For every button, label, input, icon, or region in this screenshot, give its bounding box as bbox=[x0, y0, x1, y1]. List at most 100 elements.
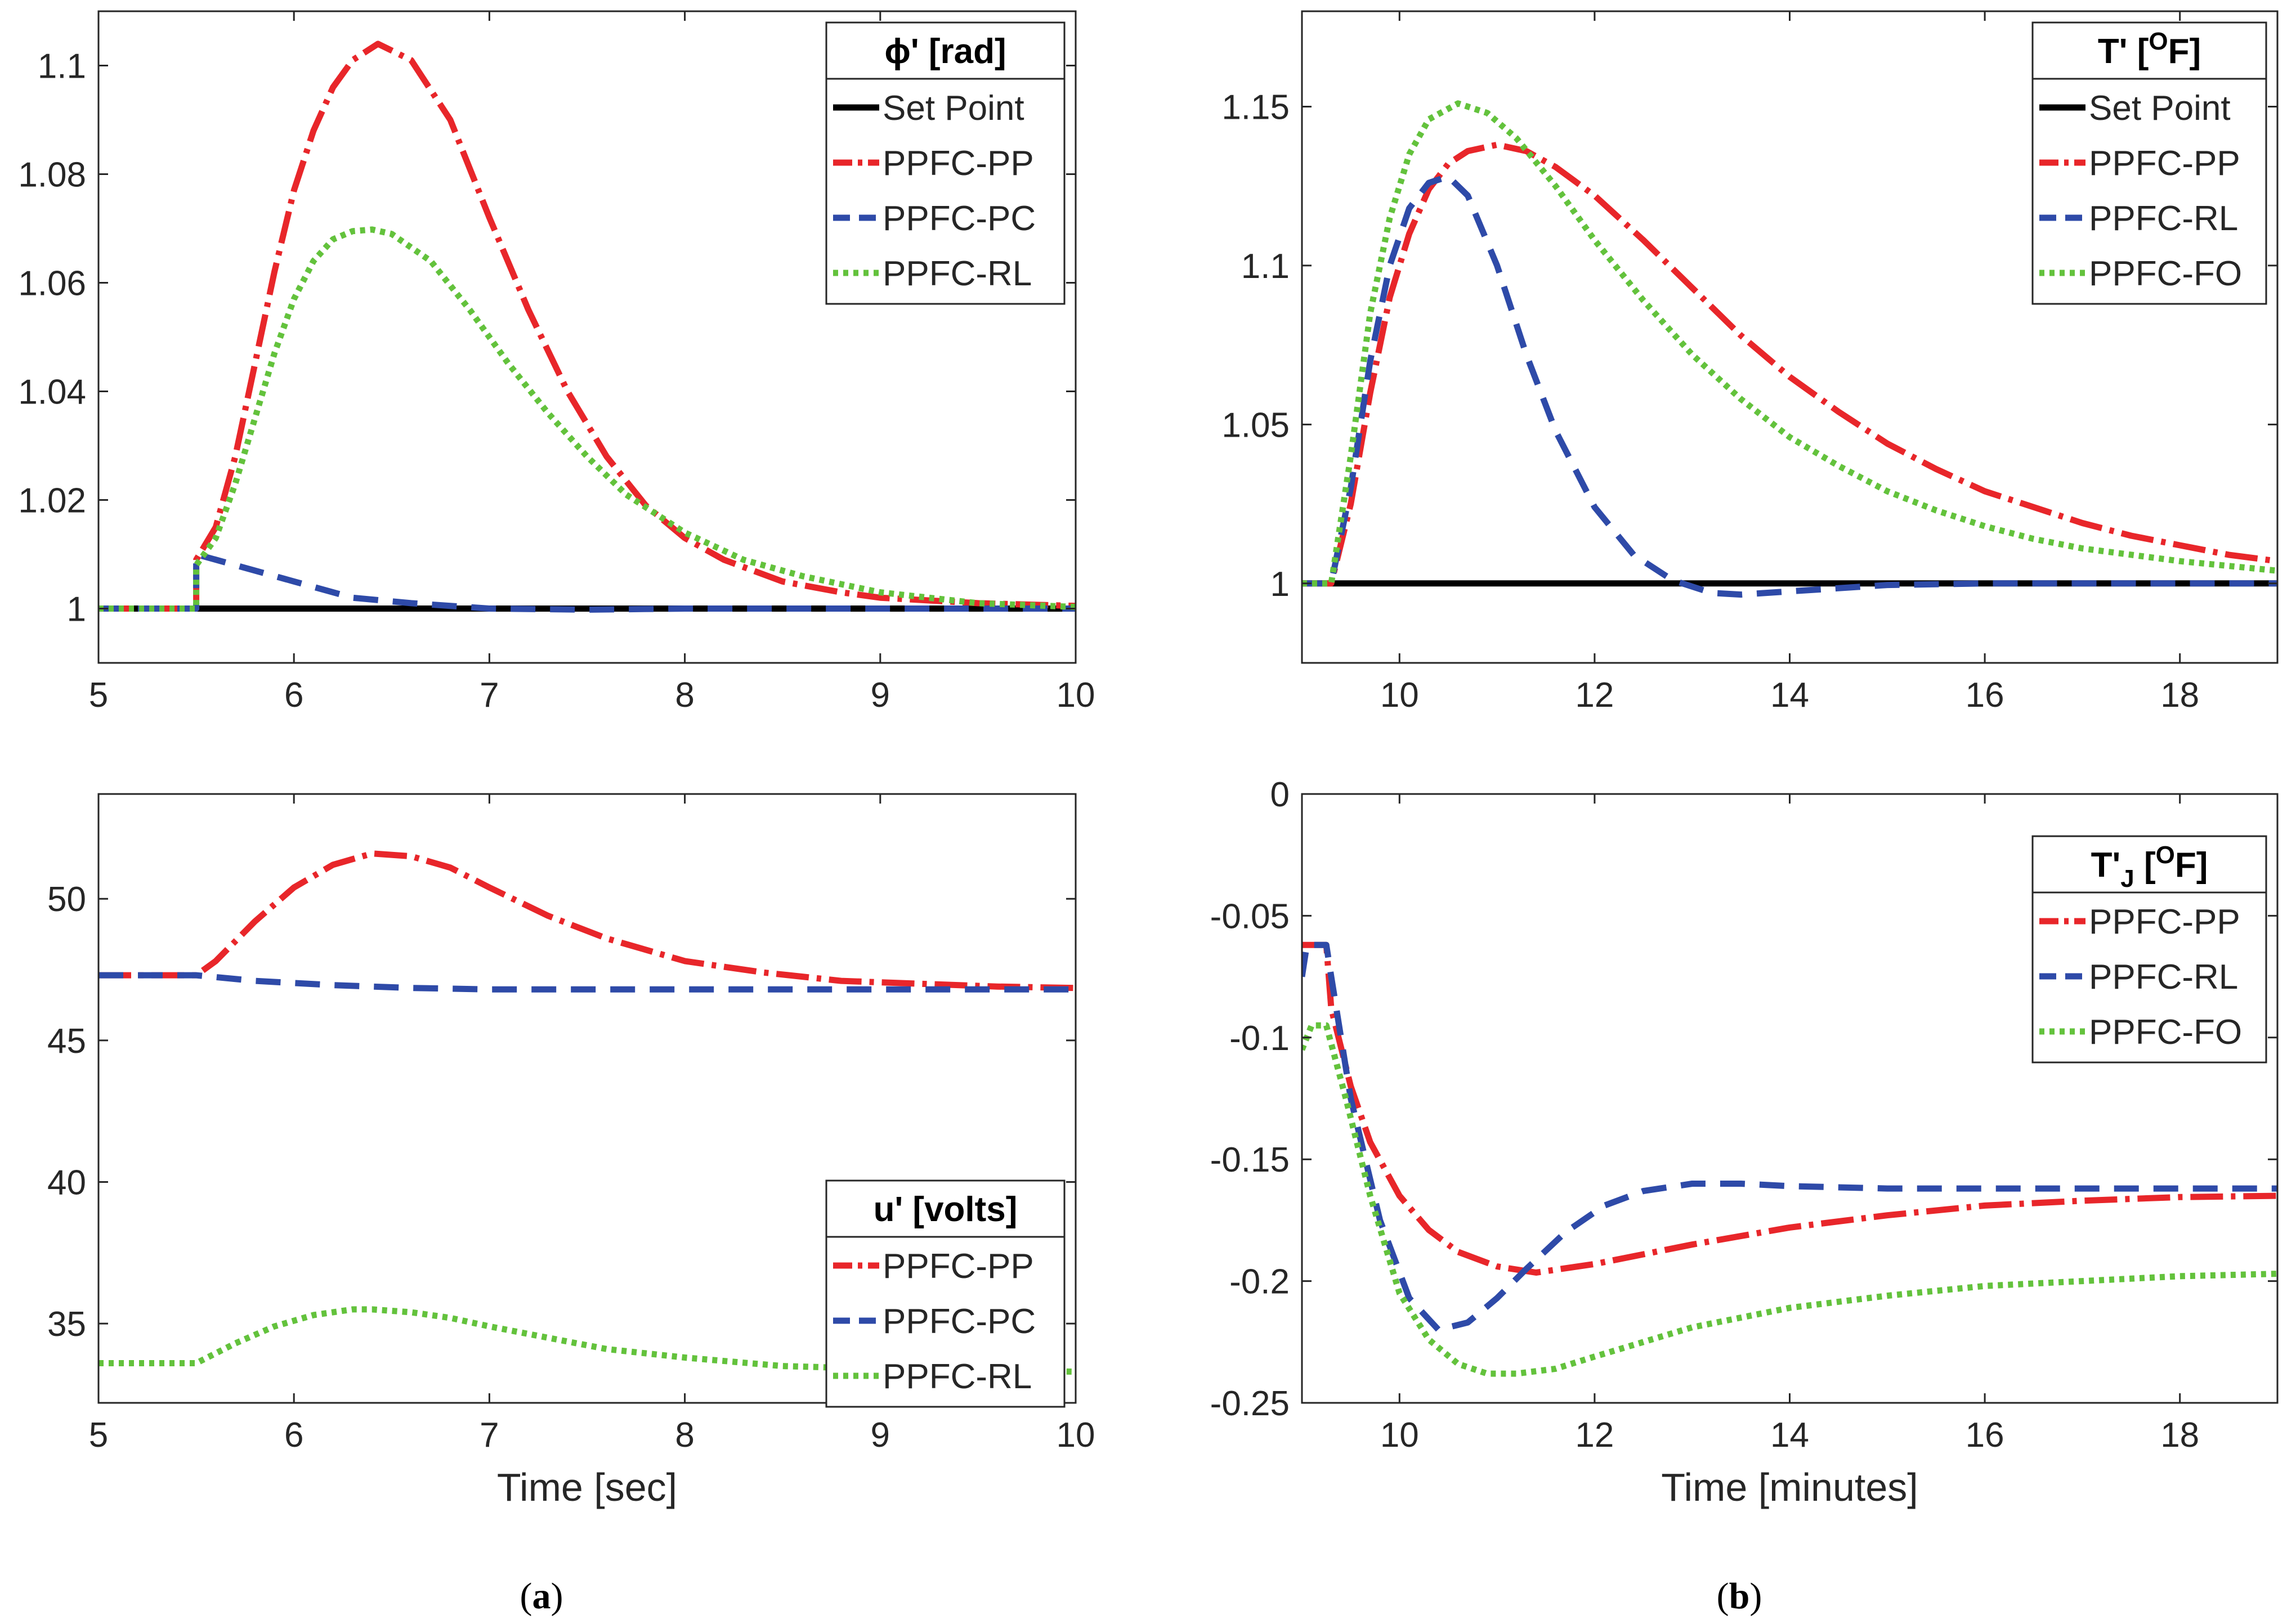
series-line-ppfc-pp bbox=[1302, 141, 2277, 587]
legend-entry-label: PPFC-RL bbox=[2089, 958, 2238, 997]
series-line-ppfc-fo bbox=[1302, 100, 2277, 587]
series-line-ppfc-fo bbox=[1302, 1022, 2277, 1377]
legend-entry-label: PPFC-PP bbox=[883, 1247, 1034, 1286]
y-tick-label: 1.04 bbox=[18, 373, 86, 412]
caption-close: ) bbox=[1749, 1576, 1762, 1617]
x-tick-label: 8 bbox=[675, 1416, 694, 1455]
legend-title-main: T' bbox=[2091, 846, 2121, 885]
axes-frame bbox=[97, 10, 1077, 664]
caption-open: ( bbox=[520, 1576, 532, 1617]
x-tick-label: 5 bbox=[89, 1416, 108, 1455]
legend-entry-label: PPFC-RL bbox=[883, 1357, 1032, 1396]
caption-close: ) bbox=[551, 1576, 563, 1617]
legend-entry-label: Set Point bbox=[883, 89, 1024, 128]
y-tick-label: 1.1 bbox=[38, 47, 86, 86]
y-tick-label: 40 bbox=[47, 1163, 86, 1202]
legend-title-superscript: O bbox=[2149, 28, 2168, 55]
x-tick-label: 7 bbox=[480, 1416, 499, 1455]
x-tick-label: 6 bbox=[284, 1416, 303, 1455]
legend-entry-label: PPFC-PP bbox=[2089, 144, 2240, 183]
legend-entry-label: PPFC-RL bbox=[883, 254, 1032, 293]
legend-entry-label: PPFC-PP bbox=[883, 144, 1034, 183]
legend-box bbox=[2031, 21, 2267, 305]
caption-open: ( bbox=[1717, 1576, 1729, 1617]
legend-entry-label: PPFC-FO bbox=[2089, 1013, 2242, 1052]
y-tick-label: 0 bbox=[1270, 775, 1290, 814]
y-tick-label: -0.05 bbox=[1210, 897, 1290, 936]
legend-title-subscript: J bbox=[2120, 865, 2134, 892]
panel-caption: (b) bbox=[1717, 1576, 1762, 1617]
x-tick-label: 18 bbox=[2160, 676, 2199, 715]
x-tick-label: 5 bbox=[89, 676, 108, 715]
y-tick-label: 1.15 bbox=[1221, 88, 1290, 127]
chart-a-top: 5 6 7 8 9 10 1 1.02 1.04 1.06 1.08 1.1 ϕ' [rad] Set P… bbox=[18, 10, 1095, 715]
y-tick-label: 1.02 bbox=[18, 482, 86, 521]
legend-box bbox=[825, 1179, 1066, 1408]
x-tick-label: 16 bbox=[1966, 1416, 2004, 1455]
x-tick-label: 12 bbox=[1575, 1416, 1614, 1455]
axes-frame bbox=[97, 793, 1077, 1404]
y-tick-label: 1.08 bbox=[18, 156, 86, 195]
legend-title-superscript: O bbox=[2156, 841, 2175, 869]
y-tick-label: -0.25 bbox=[1210, 1384, 1290, 1423]
caption-letter: b bbox=[1729, 1576, 1750, 1617]
legend-title: u' [volts] bbox=[874, 1190, 1018, 1229]
series-line-ppfc-rl bbox=[99, 226, 1076, 612]
y-tick-label: -0.1 bbox=[1229, 1019, 1290, 1058]
y-tick-label: 45 bbox=[47, 1022, 86, 1061]
legend-box bbox=[2031, 835, 2267, 1064]
y-tick-label: 50 bbox=[47, 880, 86, 919]
y-tick-label: 35 bbox=[47, 1305, 86, 1344]
x-tick-label: 9 bbox=[871, 1416, 890, 1455]
legend-entry-label: PPFC-PC bbox=[883, 199, 1036, 238]
y-tick-label: -0.15 bbox=[1210, 1141, 1290, 1179]
chart-b-bottom: 10 12 14 16 18 -0.25 -0.2 -0.15 -0.1 -0.05 0 Time [… bbox=[1210, 775, 2279, 1509]
x-tick-label: 10 bbox=[1380, 1416, 1419, 1455]
legend-entry-label: PPFC-PP bbox=[2089, 903, 2240, 941]
series-line-ppfc-pp bbox=[99, 41, 1076, 612]
chart-a-bottom: 5 6 7 8 9 10 35 40 45 50 Time [sec] u' [volts] PPFC-… bbox=[47, 793, 1095, 1509]
legend-title-end: F] bbox=[2175, 846, 2208, 885]
chart-b-top: 10 12 14 16 18 1 1.05 1.1 1.15 T' [OF] Set Point PP… bbox=[1221, 10, 2279, 715]
legend-title-end: F] bbox=[2168, 32, 2201, 71]
legend: u' [volts] PPFC-PP PPFC-PC PPFC-RL bbox=[825, 1179, 1066, 1408]
series-line-ppfc-pp bbox=[99, 850, 1076, 992]
x-tick-label: 14 bbox=[1770, 1416, 1809, 1455]
x-tick-label: 8 bbox=[675, 676, 694, 715]
panel-caption: (a) bbox=[520, 1576, 563, 1617]
y-tick-label: 1 bbox=[1270, 565, 1290, 604]
x-axis-label: Time [sec] bbox=[497, 1465, 677, 1509]
x-tick-label: 18 bbox=[2160, 1416, 2199, 1455]
x-tick-label: 6 bbox=[284, 676, 303, 715]
legend-title: T' [OF] bbox=[2098, 28, 2201, 71]
series-line-ppfc-rl bbox=[1302, 173, 2277, 598]
legend: T' [OF] Set Point PPFC-PP PPFC-RL PPFC-FO bbox=[2031, 21, 2267, 305]
series-group bbox=[99, 850, 1076, 1375]
y-tick-label: 1 bbox=[67, 590, 86, 629]
series-group bbox=[1302, 100, 2277, 598]
legend-title-mid: [ bbox=[2134, 846, 2156, 885]
legend-entry-label: PPFC-RL bbox=[2089, 199, 2238, 238]
x-tick-label: 10 bbox=[1057, 676, 1095, 715]
series-line-ppfc-pc bbox=[99, 972, 1076, 993]
legend-entry-label: PPFC-PC bbox=[883, 1302, 1036, 1341]
legend-entry-label: PPFC-FO bbox=[2089, 254, 2242, 293]
legend: T'J [OF] PPFC-PP PPFC-RL PPFC-FO bbox=[2031, 835, 2267, 1064]
x-tick-label: 16 bbox=[1966, 676, 2004, 715]
y-tick-label: 1.06 bbox=[18, 264, 86, 303]
x-tick-label: 12 bbox=[1575, 676, 1614, 715]
x-tick-label: 10 bbox=[1380, 676, 1419, 715]
y-tick-label: -0.2 bbox=[1229, 1263, 1290, 1302]
legend-title: ϕ' [rad] bbox=[884, 32, 1006, 71]
x-tick-label: 14 bbox=[1770, 676, 1809, 715]
x-tick-label: 10 bbox=[1057, 1416, 1095, 1455]
legend-title: T'J [OF] bbox=[2091, 841, 2208, 892]
series-line-ppfc-rl bbox=[1302, 941, 2277, 1333]
legend-box bbox=[825, 21, 1066, 305]
legend: ϕ' [rad] Set Point PPFC-PP PPFC-PC PPFC-RL bbox=[825, 21, 1066, 305]
series-line-ppfc-rl bbox=[99, 1306, 1076, 1375]
x-axis-label: Time [minutes] bbox=[1661, 1465, 1918, 1509]
legend-entry-label: Set Point bbox=[2089, 89, 2231, 128]
series-line-ppfc-pp bbox=[1302, 941, 2277, 1276]
